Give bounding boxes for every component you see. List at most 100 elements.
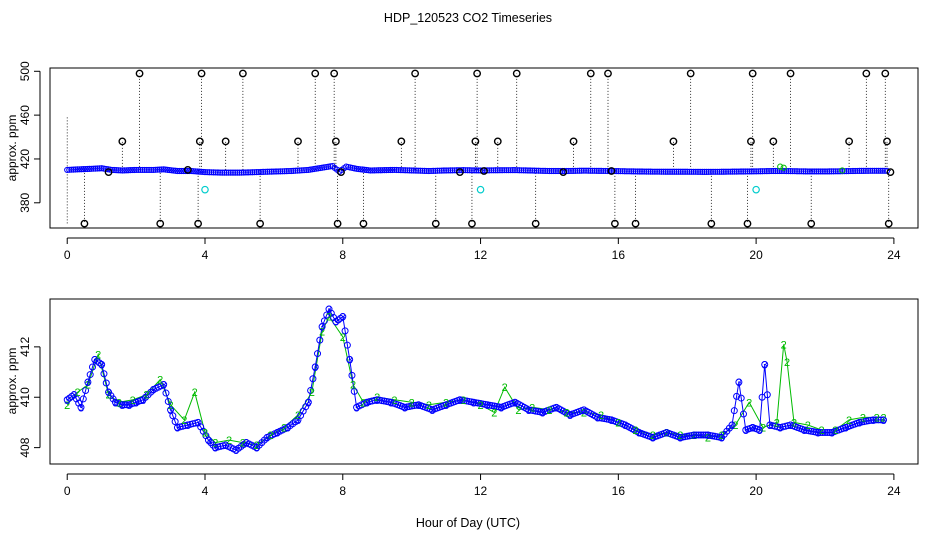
series-3-marker: 3 — [762, 359, 768, 371]
baseline-point — [404, 167, 411, 174]
baseline-point — [445, 167, 452, 174]
series-3-point — [339, 313, 347, 321]
baseline-point — [430, 167, 437, 174]
baseline-point — [877, 167, 884, 174]
series-3-marker: 3 — [650, 433, 656, 445]
series-3-point — [697, 431, 705, 439]
outlier-point — [80, 219, 89, 228]
baseline-point — [819, 168, 826, 175]
series-3-point — [307, 387, 315, 395]
baseline-point — [692, 168, 699, 175]
series-3-marker: 3 — [815, 428, 821, 440]
baseline-point — [266, 168, 273, 175]
baseline-point — [195, 168, 203, 175]
baseline-point — [542, 167, 549, 175]
baseline-point — [74, 166, 81, 173]
baseline-point — [204, 169, 211, 176]
baseline-point — [113, 167, 120, 174]
series-3-point — [756, 426, 764, 434]
panel-top-y-tick-label: 380 — [18, 192, 32, 212]
series-3-point — [318, 323, 326, 331]
series-3-point — [343, 341, 351, 349]
baseline-point — [82, 165, 89, 173]
series-3-point — [823, 429, 831, 437]
panel-bottom-y-label: approx. ppm — [5, 348, 19, 415]
series-3-marker: 3 — [305, 397, 311, 409]
series-3-point — [86, 371, 94, 379]
series-3-point — [118, 401, 126, 409]
series-3-marker: 3 — [140, 395, 146, 407]
series-3-marker: 3 — [767, 420, 773, 432]
series-3-marker: 3 — [553, 402, 559, 414]
series-2-marker: 2 — [74, 387, 80, 399]
series-3-marker: 3 — [319, 322, 325, 334]
series-3-point — [309, 375, 317, 383]
outlier-point — [183, 166, 192, 174]
baseline-point — [194, 168, 201, 175]
baseline-point — [824, 168, 831, 175]
baseline-point — [180, 167, 187, 175]
baseline-point — [156, 166, 163, 173]
series-2-marker: 2 — [598, 410, 604, 422]
baseline-point — [787, 168, 794, 175]
series-3-point — [77, 403, 85, 411]
outlier-point — [431, 219, 440, 228]
baseline-point — [117, 167, 124, 174]
baseline-point — [791, 168, 798, 175]
baseline-point — [72, 166, 79, 173]
panel-top-x-tick-label: 12 — [474, 248, 488, 262]
series-3-marker: 3 — [274, 428, 280, 440]
baseline-point — [662, 168, 669, 175]
baseline-point — [604, 167, 611, 175]
series-3-marker: 3 — [71, 390, 77, 402]
baseline-point — [141, 166, 148, 174]
baseline-point — [572, 167, 579, 174]
series-3-point — [761, 360, 769, 368]
baseline-point — [552, 167, 560, 175]
baseline-point — [854, 167, 861, 175]
baseline-point — [694, 168, 702, 175]
series-3-point — [776, 423, 784, 431]
series-3-marker: 3 — [388, 397, 394, 409]
baseline-point — [383, 167, 390, 174]
outlier-point — [884, 219, 893, 228]
baseline-point — [716, 168, 723, 175]
baseline-point — [589, 167, 596, 174]
series-3-point — [766, 421, 774, 429]
outlier-point — [559, 168, 568, 177]
series-3-marker: 3 — [119, 400, 125, 412]
baseline-point — [505, 167, 512, 174]
series-3-point — [695, 431, 703, 439]
outlier-point — [330, 69, 339, 78]
baseline-point — [415, 167, 422, 174]
series-2-marker: 2 — [760, 422, 766, 434]
baseline-point — [587, 167, 594, 174]
baseline-point — [466, 167, 473, 174]
baseline-point — [875, 167, 882, 174]
series-3-marker: 3 — [567, 410, 573, 422]
panel-bottom-x-tick-label: 20 — [749, 484, 763, 498]
baseline-point — [279, 168, 286, 175]
baseline-point — [701, 168, 708, 175]
baseline-point — [408, 167, 415, 174]
outlier-point — [256, 219, 265, 228]
baseline-point — [834, 168, 842, 175]
baseline-point — [585, 167, 592, 174]
series-3-marker: 3 — [212, 443, 218, 455]
outlier-point — [886, 168, 895, 177]
panel-top-x-tick-label: 8 — [339, 248, 346, 262]
baseline-point — [789, 168, 796, 175]
outlier-point — [607, 167, 616, 175]
baseline-point — [580, 167, 587, 174]
outlier-point — [397, 137, 406, 146]
baseline-point — [684, 168, 691, 175]
baseline-point — [656, 168, 663, 175]
series-3-point — [84, 378, 92, 386]
baseline-point — [852, 167, 859, 175]
series-3-point — [325, 305, 333, 313]
series-3-marker: 3 — [112, 397, 118, 409]
baseline-point — [367, 167, 374, 174]
baseline-point — [127, 167, 134, 174]
baseline-point — [647, 168, 654, 175]
series-2-marker: 2 — [791, 417, 797, 429]
